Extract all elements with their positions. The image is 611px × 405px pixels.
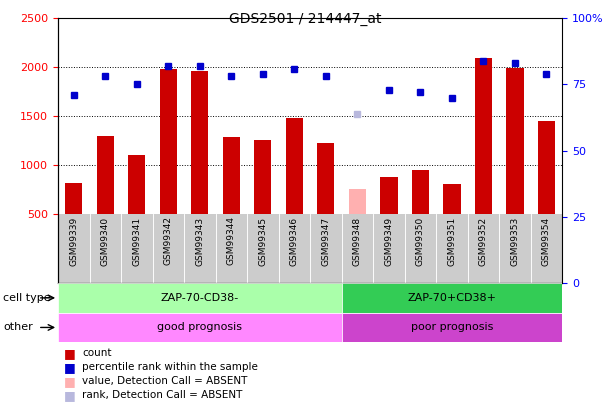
Text: ZAP-70-CD38-: ZAP-70-CD38- [161,293,239,303]
Text: GSM99345: GSM99345 [258,216,268,266]
Text: poor prognosis: poor prognosis [411,322,493,333]
Text: GSM99346: GSM99346 [290,216,299,266]
Bar [538,121,555,214]
Text: GSM99342: GSM99342 [164,216,173,265]
Text: GSM99353: GSM99353 [510,216,519,266]
Bar [58,18,562,214]
Text: GSM99340: GSM99340 [101,216,110,266]
Bar [506,68,524,214]
Text: count: count [82,348,112,358]
Text: ■: ■ [64,361,76,374]
Bar [191,71,208,214]
Bar [97,136,114,214]
Text: GSM99354: GSM99354 [542,216,551,266]
Text: other: other [3,322,33,333]
Bar [380,177,398,214]
Bar [58,214,562,283]
Text: GSM99349: GSM99349 [384,216,393,266]
Text: GSM99350: GSM99350 [416,216,425,266]
Text: GSM99339: GSM99339 [69,216,78,266]
Text: ■: ■ [64,347,76,360]
Text: GDS2501 / 214447_at: GDS2501 / 214447_at [229,12,382,26]
Text: ZAP-70+CD38+: ZAP-70+CD38+ [408,293,496,303]
Text: GSM99341: GSM99341 [133,216,141,266]
Text: value, Detection Call = ABSENT: value, Detection Call = ABSENT [82,376,248,386]
Bar [475,58,492,214]
Bar [159,69,177,214]
Bar [254,140,271,214]
Bar [342,313,562,342]
Text: ■: ■ [64,389,76,402]
Text: GSM99347: GSM99347 [321,216,331,266]
Text: GSM99351: GSM99351 [447,216,456,266]
Bar [342,283,562,313]
Text: GSM99344: GSM99344 [227,216,236,265]
Bar [128,155,145,214]
Text: GSM99348: GSM99348 [353,216,362,266]
Bar [349,189,366,214]
Text: rank, Detection Call = ABSENT: rank, Detection Call = ABSENT [82,390,243,400]
Text: cell type: cell type [3,293,51,303]
Text: good prognosis: good prognosis [157,322,243,333]
Bar [412,170,429,214]
Text: percentile rank within the sample: percentile rank within the sample [82,362,258,372]
Bar [443,184,461,214]
Bar [222,137,240,214]
Text: ■: ■ [64,375,76,388]
Bar [286,118,303,214]
Text: GSM99352: GSM99352 [479,216,488,266]
Bar [58,313,342,342]
Bar [65,183,82,214]
Text: GSM99343: GSM99343 [196,216,204,266]
Bar [58,283,342,313]
Bar [317,143,334,214]
